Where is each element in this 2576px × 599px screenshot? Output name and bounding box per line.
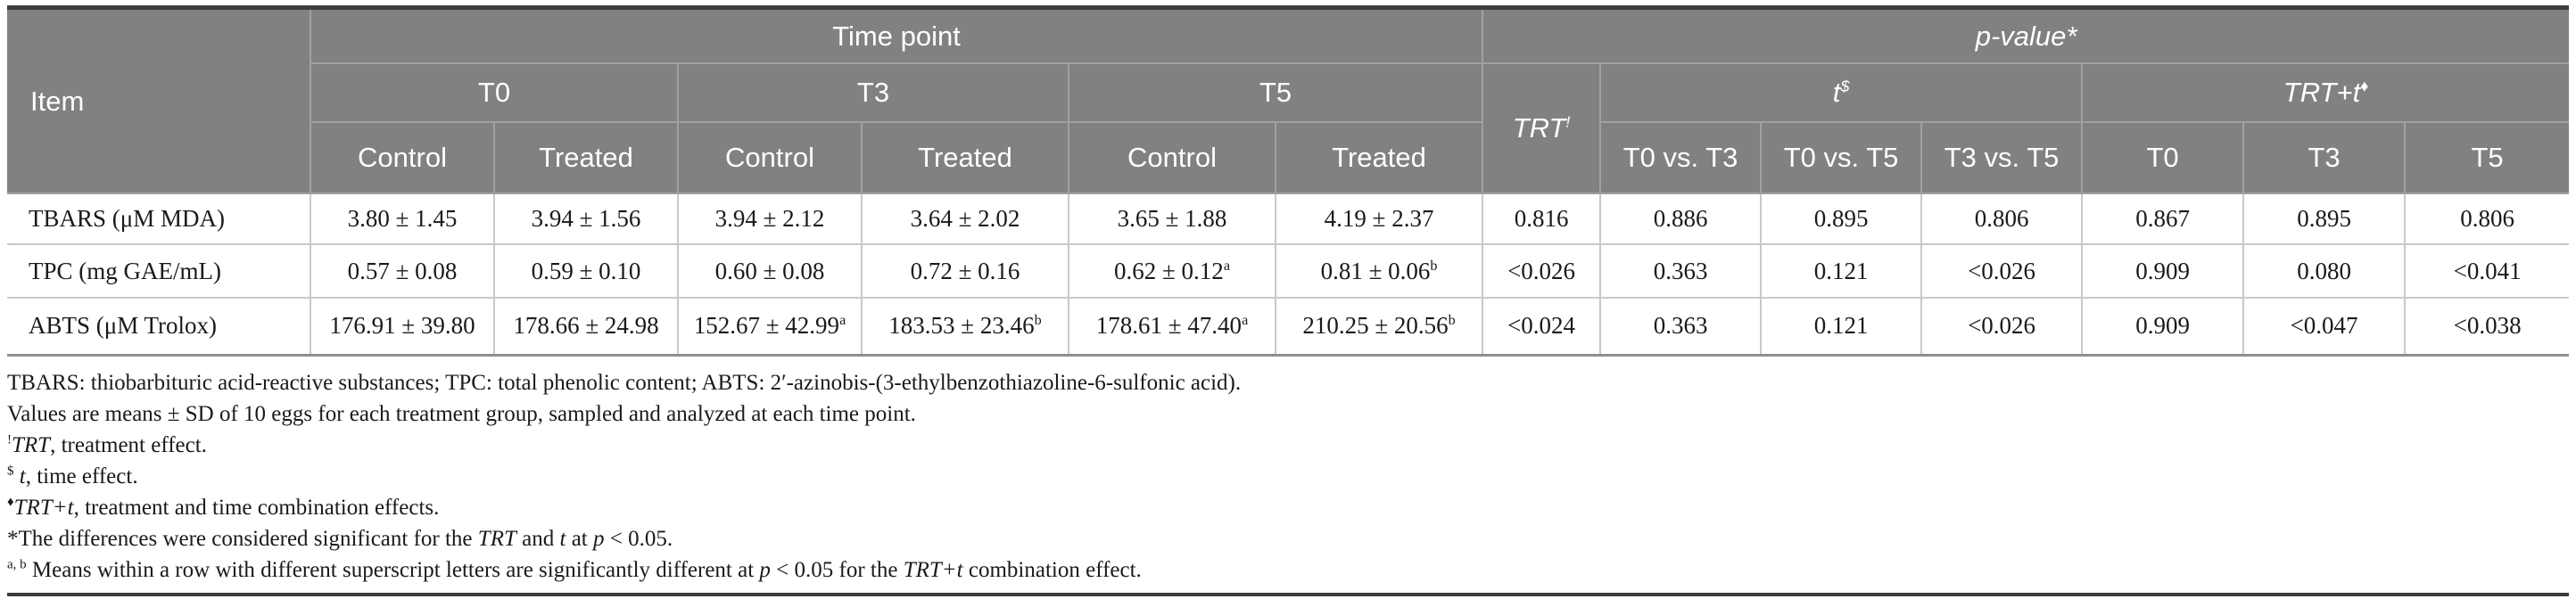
- value-cell: 176.91 ± 39.80: [310, 297, 495, 357]
- p-value-cell: 0.121: [1760, 297, 1923, 357]
- p-value-cell: 0.895: [1760, 193, 1923, 245]
- col-header-t0-treated: Treated: [493, 121, 679, 194]
- p-value-cell: <0.026: [1482, 243, 1602, 299]
- p-value-asterisk: *: [2066, 20, 2077, 52]
- col-header-t3-control: Control: [677, 121, 863, 194]
- p-value-cell: <0.024: [1482, 297, 1602, 357]
- t-superscript: $: [1840, 77, 1850, 95]
- col-header-item: Item: [7, 10, 311, 194]
- p-value-cell: 0.363: [1599, 297, 1763, 357]
- value-cell: 3.65 ± 1.88: [1068, 193, 1276, 245]
- trt-superscript: !: [1565, 112, 1571, 131]
- value-cell: 0.72 ± 0.16: [861, 243, 1069, 299]
- value-cell: 0.60 ± 0.08: [677, 243, 863, 299]
- footnote: TBARS: thiobarbituric acid-reactive subs…: [7, 370, 1242, 395]
- p-value-cell: <0.026: [1920, 243, 2084, 299]
- value-cell: 3.64 ± 2.02: [861, 193, 1069, 245]
- col-header-t3-treated: Treated: [861, 121, 1069, 194]
- p-value-cell: <0.026: [1920, 297, 2084, 357]
- col-header-trt: TRT!: [1482, 62, 1602, 194]
- value-cell: 0.57 ± 0.08: [310, 243, 495, 299]
- col-group-t3: T3: [677, 62, 1069, 123]
- col-group-t-effect: t$: [1599, 62, 2084, 123]
- table-row-tbars: TBARS (μM MDA) 3.80 ± 1.45 3.94 ± 1.56 3…: [7, 193, 2570, 245]
- p-value-cell: 0.080: [2242, 243, 2407, 299]
- col-header-t0-vs-t3: T0 vs. T3: [1599, 121, 1763, 194]
- p-value-cell: 0.886: [1599, 193, 1763, 245]
- table-header: Item Time point p-value* T0 T3 T5 TRT! t…: [7, 10, 2570, 194]
- footnotes: TBARS: thiobarbituric acid-reactive subs…: [7, 367, 2569, 586]
- table-top-rule: [7, 5, 2569, 10]
- col-header-t0-control: Control: [310, 121, 495, 194]
- value-cell: 0.59 ± 0.10: [493, 243, 679, 299]
- p-value-cell: 0.363: [1599, 243, 1763, 299]
- row-label: TBARS (μM MDA): [7, 193, 311, 245]
- footnote: Values are means ± SD of 10 eggs for eac…: [7, 401, 916, 426]
- table-body: TBARS (μM MDA) 3.80 ± 1.45 3.94 ± 1.56 3…: [7, 193, 2570, 357]
- p-value-cell: <0.047: [2242, 297, 2407, 357]
- col-header-t5-control: Control: [1068, 121, 1276, 194]
- trt-plus-t-superscript: ♦: [2360, 77, 2369, 95]
- p-value-cell: 0.909: [2081, 297, 2245, 357]
- p-value-cell: <0.041: [2404, 243, 2570, 299]
- col-header-combo-t3: T3: [2242, 121, 2407, 194]
- footnote: *The differences were considered signifi…: [7, 526, 673, 551]
- p-value-cell: 0.816: [1482, 193, 1602, 245]
- footnote: $ t, time effect.: [7, 464, 138, 488]
- col-header-t3-vs-t5: T3 vs. T5: [1920, 121, 2084, 194]
- col-group-p-value: p-value*: [1482, 10, 2570, 64]
- value-cell: 210.25 ± 20.56b: [1274, 297, 1484, 357]
- page-bottom-rule: [7, 592, 2569, 596]
- col-header-combo-t5: T5: [2404, 121, 2570, 194]
- t-label: t: [1832, 77, 1841, 108]
- value-cell: 178.61 ± 47.40a: [1068, 297, 1276, 357]
- col-group-t5: T5: [1067, 62, 1484, 123]
- trt-plus-t-label: TRT+t: [2283, 77, 2361, 108]
- p-value-label: p-value: [1975, 20, 2067, 52]
- value-cell: 4.19 ± 2.37: [1274, 193, 1484, 245]
- trt-label: TRT: [1512, 112, 1566, 144]
- row-label: TPC (mg GAE/mL): [7, 243, 311, 299]
- footnote: a, b Means within a row with different s…: [7, 557, 1142, 582]
- table-row-tpc: TPC (mg GAE/mL) 0.57 ± 0.08 0.59 ± 0.10 …: [7, 243, 2570, 299]
- table-row-abts: ABTS (μM Trolox) 176.91 ± 39.80 178.66 ±…: [7, 297, 2570, 357]
- row-label: ABTS (μM Trolox): [7, 297, 311, 357]
- col-header-t5-treated: Treated: [1274, 121, 1484, 194]
- col-header-t0-vs-t5: T0 vs. T5: [1760, 121, 1923, 194]
- p-value-cell: 0.121: [1760, 243, 1923, 299]
- p-value-cell: 0.867: [2081, 193, 2245, 245]
- p-value-cell: 0.895: [2242, 193, 2407, 245]
- col-group-time-point: Time point: [309, 10, 1484, 64]
- footnote: ♦TRT+t, treatment and time combination e…: [7, 495, 440, 520]
- value-cell: 178.66 ± 24.98: [493, 297, 679, 357]
- value-cell: 3.94 ± 1.56: [493, 193, 679, 245]
- value-cell: 0.81 ± 0.06b: [1274, 243, 1484, 299]
- results-table: Item Time point p-value* T0 T3 T5 TRT! t…: [7, 10, 2570, 357]
- col-group-t0: T0: [310, 62, 679, 123]
- p-value-cell: 0.806: [1920, 193, 2084, 245]
- p-value-cell: <0.038: [2404, 297, 2570, 357]
- value-cell: 0.62 ± 0.12a: [1068, 243, 1276, 299]
- col-header-combo-t0: T0: [2081, 121, 2245, 194]
- value-cell: 3.80 ± 1.45: [310, 193, 495, 245]
- col-group-trt-plus-t: TRT+t♦: [2081, 62, 2570, 123]
- p-value-cell: 0.909: [2081, 243, 2245, 299]
- p-value-cell: 0.806: [2404, 193, 2570, 245]
- value-cell: 3.94 ± 2.12: [677, 193, 863, 245]
- value-cell: 152.67 ± 42.99a: [677, 297, 863, 357]
- footnote: !TRT, treatment effect.: [7, 432, 207, 457]
- value-cell: 183.53 ± 23.46b: [861, 297, 1069, 357]
